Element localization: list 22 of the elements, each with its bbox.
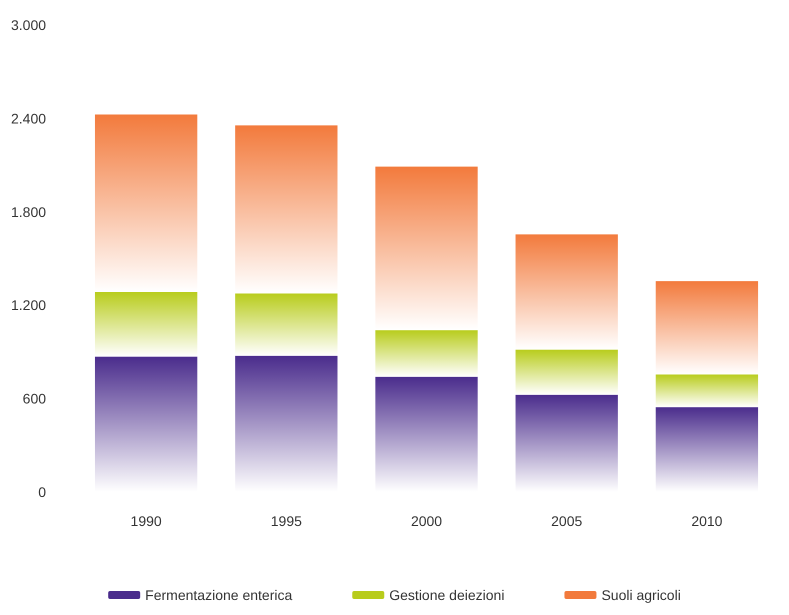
y-tick-label: 3.000 bbox=[10, 17, 46, 33]
y-tick-label: 600 bbox=[22, 390, 46, 407]
bar bbox=[516, 234, 618, 350]
x-tick-label: 1995 bbox=[270, 513, 302, 529]
y-tick-label: 2.400 bbox=[10, 110, 46, 126]
bar bbox=[235, 294, 338, 356]
bar bbox=[94, 292, 198, 357]
y-tick-label: 1.800 bbox=[10, 204, 46, 220]
bar bbox=[656, 374, 758, 408]
y-tick-label: 0 bbox=[38, 484, 46, 500]
x-tick-label: 2010 bbox=[691, 513, 723, 529]
x-tick-label: 2005 bbox=[551, 513, 582, 529]
legend-label: Gestione deiezioni bbox=[389, 587, 504, 603]
x-tick-label: 2000 bbox=[410, 513, 442, 529]
bar bbox=[375, 330, 478, 377]
bar bbox=[375, 166, 478, 330]
x-tick-label: 1990 bbox=[130, 513, 162, 529]
legend-label: Suoli agricoli bbox=[601, 587, 681, 603]
bar bbox=[656, 407, 758, 492]
y-tick-label: 1.200 bbox=[10, 297, 46, 314]
bar bbox=[516, 350, 618, 395]
legend-label: Fermentazione enterica bbox=[145, 587, 292, 603]
